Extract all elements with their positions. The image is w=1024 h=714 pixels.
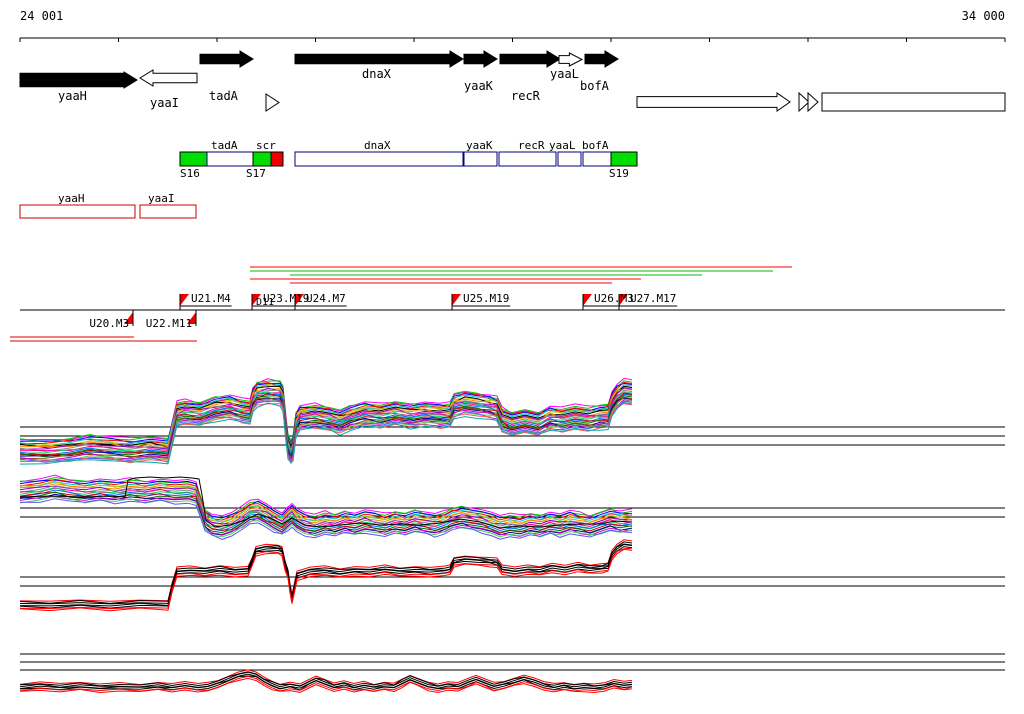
trace-line [19,498,633,540]
segment-box-scr-red[interactable] [270,151,284,167]
segment-box-dnaX[interactable] [294,151,464,167]
gene-bofA-arrow[interactable] [584,50,619,68]
segment-label-tadA: tadA [211,139,238,152]
primer-label-U27.M17[interactable]: U27.M17 [630,292,677,305]
gene-label-dnaX: dnaX [362,67,391,81]
segment-box-S19[interactable] [610,151,638,167]
primer-sublabel-D11: D11 [256,297,275,308]
trace-line [19,485,633,527]
gene-label-recR: recR [511,89,540,103]
segment-label-recR: recR [518,139,545,152]
gene-label-yaaI: yaaI [150,96,179,110]
trace-line [19,548,633,612]
gene-label-yaaK: yaaK [464,79,493,93]
primer-label-U23.M19[interactable]: U23.M19 [263,292,310,305]
segment-box-yaaK[interactable] [463,151,498,167]
primer-flag-U20.M3[interactable] [124,312,133,324]
clone-label-yaaH: yaaH [58,192,85,205]
gene-chevron-1-arrow[interactable] [798,91,810,113]
gene-orf-small-arrow[interactable] [265,93,280,112]
trace-line [19,478,633,521]
gene-recR-arrow[interactable] [499,50,561,68]
segment-label-yaaK: yaaK [466,139,493,152]
trace-line [19,495,633,538]
primer-label-U24.M7[interactable]: U24.M7 [306,292,346,305]
primer-label-U26.M3[interactable]: U26.M3 [594,292,634,305]
trace-line-outlier [19,476,633,529]
gene-orf-rect-box[interactable] [821,92,1006,112]
trace-line [19,677,633,694]
primer-flag-U27.M17[interactable] [619,294,628,306]
trace-line [19,389,633,452]
primer-label-U21.M4[interactable]: U21.M4 [191,292,231,305]
primer-flag-U25.M19[interactable] [452,294,461,306]
gene-orf-long-arrow[interactable] [636,92,791,112]
segment-box-recR[interactable] [498,151,557,167]
gene-yaaK-arrow[interactable] [463,50,498,68]
segment-id-S17: S17 [246,167,266,180]
primer-flag-U21.M4[interactable] [180,294,189,306]
trace-line [19,402,633,465]
gene-label-yaaL: yaaL [550,67,579,81]
gene-chevron-2-arrow[interactable] [807,91,819,113]
trace-line [19,543,633,607]
gene-yaaI-arrow[interactable] [139,69,198,87]
segment-id-S19: S19 [609,167,629,180]
primer-flag-U24.M7[interactable] [295,294,304,306]
trace-line [19,474,633,517]
trace-line [19,384,633,447]
clone-label-yaaI: yaaI [148,192,175,205]
segment-label-scr: scr [256,139,276,152]
trace-line [19,479,633,521]
primer-flag-U23.M19[interactable] [252,294,261,306]
gene-tadA-arrow[interactable] [199,50,254,68]
trace-line [19,543,633,605]
ruler-start-label: 24 001 [20,9,64,23]
ruler-end-label: 34 000 [961,9,1005,23]
trace-line [19,673,633,690]
primer-flag-U26.M3[interactable] [583,294,592,306]
primer-label-U22.M11[interactable]: U22.M11 [145,317,193,330]
trace-line [19,476,633,519]
trace-line [19,547,633,610]
gene-dnaX-arrow[interactable] [294,50,464,68]
gene-label-yaaH: yaaH [58,89,87,103]
segment-box-yaaL[interactable] [557,151,582,167]
segment-label-yaaL: yaaL [549,139,576,152]
segment-label-dnaX: dnaX [364,139,391,152]
primer-label-U25.M19[interactable]: U25.M19 [463,292,510,305]
clone-box-yaaH[interactable] [19,204,136,219]
primer-flag-U22.M11[interactable] [187,312,196,324]
trace-line [19,669,633,686]
trace-line [19,496,633,537]
gene-label-bofA: bofA [580,79,609,93]
segment-label-bofA: bofA [582,139,609,152]
trace-line [19,539,633,602]
trace-line [19,491,633,534]
trace-line [19,388,633,450]
trace-line [19,493,633,536]
segment-id-S16: S16 [180,167,200,180]
trace-line [19,399,633,462]
gene-label-tadA: tadA [209,89,238,103]
trace-line [19,480,633,525]
trace-line [19,403,633,465]
clone-box-yaaI[interactable] [139,204,197,219]
gene-yaaH-arrow[interactable] [19,71,138,89]
trace-line [19,393,633,456]
gene-yaaL-arrow[interactable] [558,52,584,67]
primer-label-U20.M3[interactable]: U20.M3 [89,317,130,330]
